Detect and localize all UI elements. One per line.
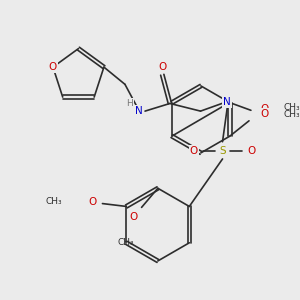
Text: N: N: [135, 106, 143, 116]
Text: CH₃: CH₃: [284, 110, 300, 118]
Text: O: O: [130, 212, 138, 222]
Text: S: S: [219, 146, 226, 156]
Text: O: O: [89, 197, 97, 207]
Text: CH₃: CH₃: [118, 238, 135, 247]
Text: N: N: [224, 97, 231, 106]
Text: O: O: [260, 109, 269, 119]
Text: O: O: [158, 62, 166, 72]
Text: CH₃: CH₃: [46, 197, 62, 206]
Text: O: O: [247, 146, 255, 156]
Text: O: O: [49, 62, 57, 72]
Text: CH₃: CH₃: [284, 103, 300, 112]
Text: H: H: [126, 99, 133, 108]
Text: O: O: [260, 104, 269, 114]
Text: O: O: [190, 146, 198, 156]
